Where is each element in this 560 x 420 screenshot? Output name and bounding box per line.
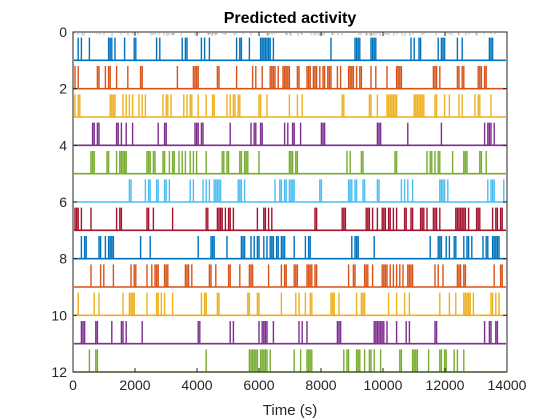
x-tick-label: 10000 bbox=[364, 377, 403, 393]
spike-train bbox=[80, 236, 500, 259]
x-tick-label: 4000 bbox=[181, 377, 212, 393]
chart-title: Predicted activity bbox=[224, 10, 357, 27]
y-tick-label: 2 bbox=[59, 81, 67, 97]
trace-channel-6 bbox=[74, 179, 506, 203]
trace-channel-8 bbox=[74, 236, 506, 260]
trace-channel-5 bbox=[74, 151, 506, 175]
spike-train bbox=[88, 349, 465, 372]
spike-train bbox=[90, 264, 503, 287]
y-tick-label: 4 bbox=[59, 137, 67, 153]
trace-channel-1 bbox=[74, 37, 506, 62]
spike-train bbox=[128, 179, 505, 202]
trace-channel-3 bbox=[74, 94, 506, 118]
y-tick-label: 10 bbox=[51, 307, 67, 323]
spike-train bbox=[77, 292, 500, 316]
plot-area bbox=[73, 32, 507, 373]
spike-train bbox=[74, 94, 492, 117]
trace-channel-4 bbox=[74, 122, 506, 147]
x-tick-label: 12000 bbox=[426, 377, 465, 393]
noise-trace bbox=[73, 33, 496, 36]
axes: 0 2000 4000 6000 8000 10000 12000 14000 0 2 4 6 8 10 1… bbox=[51, 24, 526, 393]
x-tick-label: 0 bbox=[69, 377, 77, 393]
spike-train bbox=[74, 207, 503, 231]
trace-channel-2 bbox=[74, 66, 506, 90]
x-tick-label: 2000 bbox=[119, 377, 150, 393]
spike-train bbox=[80, 321, 499, 344]
y-tick-label: 12 bbox=[51, 364, 67, 380]
y-tick-label: 8 bbox=[59, 251, 67, 267]
spike-train bbox=[74, 66, 487, 89]
x-axis-label: Time (s) bbox=[263, 402, 317, 419]
spike-train bbox=[77, 37, 494, 61]
spike-train bbox=[90, 151, 487, 174]
trace-channel-10 bbox=[74, 292, 506, 317]
y-tick-label: 0 bbox=[59, 24, 67, 40]
noise-band bbox=[73, 33, 496, 36]
trace-channel-7 bbox=[74, 207, 506, 232]
x-tick-label: 6000 bbox=[243, 377, 274, 393]
x-tick-label: 14000 bbox=[488, 377, 527, 393]
trace-channel-9 bbox=[74, 264, 506, 288]
y-tick-label: 6 bbox=[59, 194, 67, 210]
spike-train bbox=[91, 122, 495, 146]
x-tick-label: 8000 bbox=[305, 377, 336, 393]
trace-channel-11 bbox=[74, 321, 506, 345]
